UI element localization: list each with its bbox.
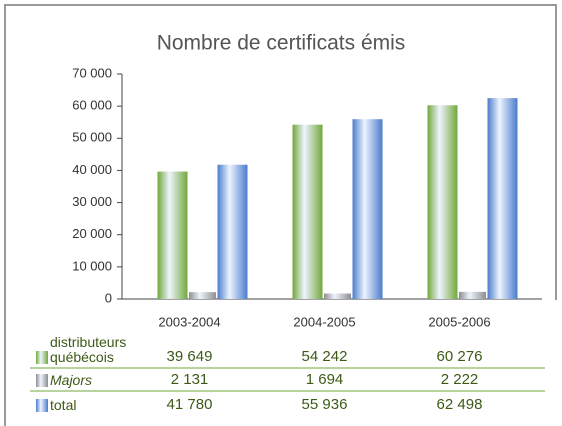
y-tick-label: 0: [105, 290, 112, 305]
y-tick-label: 40 000: [72, 162, 112, 177]
frame: [4, 4, 557, 426]
value-label: 62 498: [437, 396, 483, 413]
x-tick-label: 2004-2005: [293, 314, 355, 329]
y-tick-label: 10 000: [72, 258, 112, 273]
bar: [324, 293, 351, 299]
y-tick-label: 70 000: [72, 65, 112, 80]
value-label: 2 131: [171, 371, 209, 388]
legend-swatch: [36, 351, 48, 364]
y-tick-label: 50 000: [72, 130, 112, 145]
value-label: 54 242: [302, 348, 348, 365]
legend-label: total: [50, 397, 77, 413]
value-label: 1 694: [306, 371, 344, 388]
bar: [459, 291, 486, 299]
legend-label: Majors: [50, 372, 93, 388]
bar: [189, 292, 216, 299]
legend-swatch: [36, 399, 48, 412]
legend-swatch: [36, 374, 48, 387]
x-tick-label: 2005-2006: [428, 314, 490, 329]
value-label: 39 649: [167, 348, 213, 365]
chart-title: Nombre de certificats émis: [157, 32, 406, 55]
bar: [292, 124, 323, 299]
bar: [487, 98, 518, 299]
bar: [427, 105, 458, 300]
value-label: 60 276: [437, 348, 483, 365]
value-label: 2 222: [441, 371, 479, 388]
y-tick-label: 60 000: [72, 98, 112, 113]
bar: [352, 119, 383, 299]
value-label: 41 780: [167, 396, 213, 413]
y-tick-label: 30 000: [72, 194, 112, 209]
bar: [217, 164, 248, 299]
value-label: 55 936: [302, 396, 348, 413]
x-tick-label: 2003-2004: [158, 314, 220, 329]
y-tick-label: 20 000: [72, 226, 112, 241]
bar: [157, 171, 188, 299]
legend-label: distributeurs québécois: [50, 334, 127, 365]
